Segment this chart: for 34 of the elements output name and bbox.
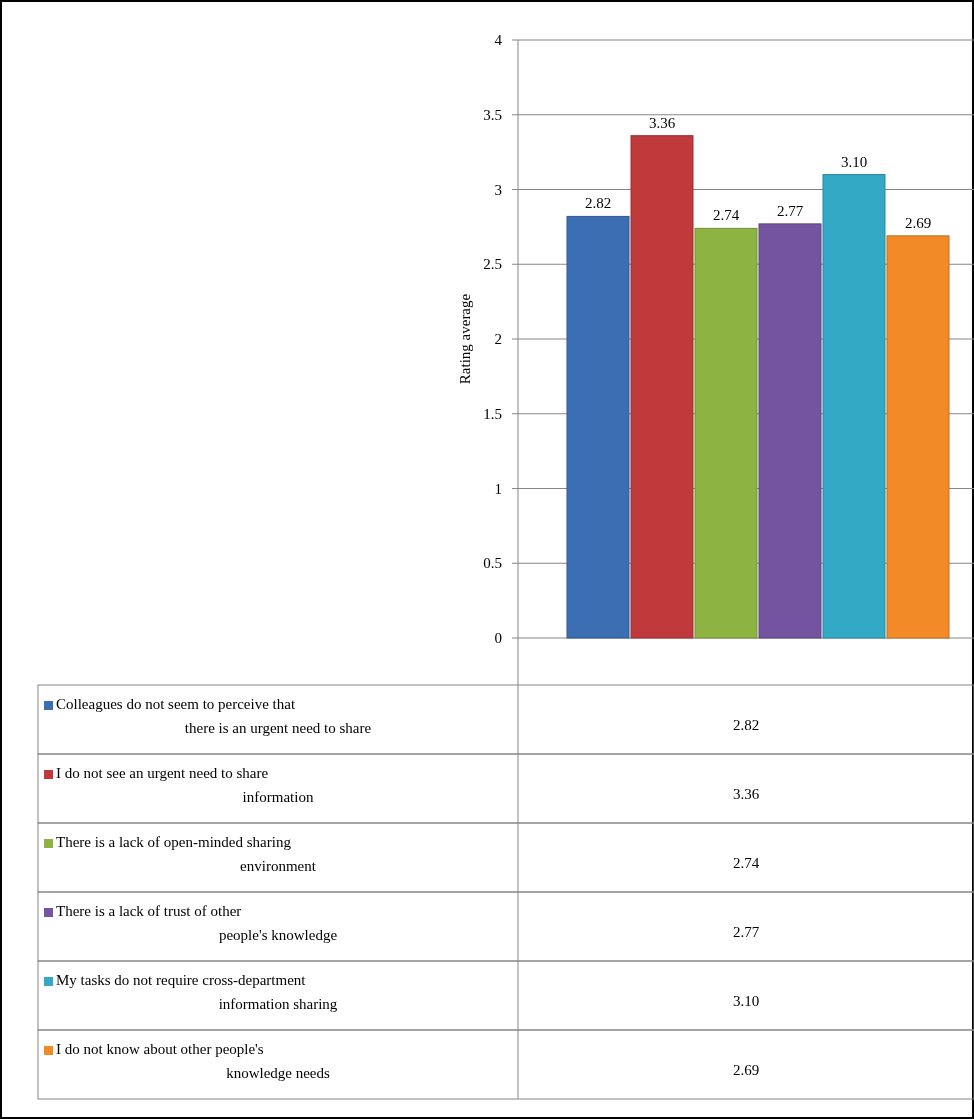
text: 2.69 <box>732 1061 760 1078</box>
legend-label: There is a lack of open-minded sharing environment <box>56 834 317 874</box>
y-tick-label: 3 <box>494 181 502 198</box>
y-tick-label: 2 <box>494 331 502 347</box>
y-tick-label: 3.5 <box>483 106 502 123</box>
y-tick-label: 1.5 <box>483 405 502 422</box>
bar <box>886 235 950 639</box>
bar <box>566 215 630 639</box>
legend-label: I do not see an urgent need to share information <box>56 765 314 805</box>
y-axis-title: Rating average <box>457 293 473 385</box>
bar <box>822 174 886 639</box>
data-label: 2.82 <box>584 195 612 212</box>
data-label: 2.77 <box>776 202 804 219</box>
legend-label: Colleagues do not seem to perceive that there is an urgent need to share <box>56 696 372 736</box>
text: 2.82 <box>732 716 760 733</box>
data-label: 2.69 <box>904 214 932 231</box>
y-tick-label: 1 <box>494 480 502 497</box>
data-label: 2.74 <box>712 207 740 224</box>
y-tick-label: 2.5 <box>483 256 502 273</box>
y-tick-label: 4 <box>494 32 503 48</box>
bar <box>630 135 694 639</box>
legend-label: There is a lack of trust of other people's knowledge <box>56 903 338 943</box>
text: 2.77 <box>732 923 760 940</box>
data-label: 3.10 <box>840 153 868 170</box>
legend-label: I do not know about other people's knowledge needs <box>56 1041 331 1081</box>
y-tick-label: 0.5 <box>483 555 502 572</box>
data-label: 3.36 <box>648 114 676 131</box>
y-tick-label: 0 <box>494 630 502 646</box>
bar <box>694 227 758 639</box>
text: 3.36 <box>732 785 760 802</box>
text: 3.10 <box>732 992 760 1009</box>
text: 2.74 <box>732 854 760 871</box>
bar <box>758 223 822 639</box>
legend-label: My tasks do not require cross-department information sharing <box>56 972 338 1012</box>
